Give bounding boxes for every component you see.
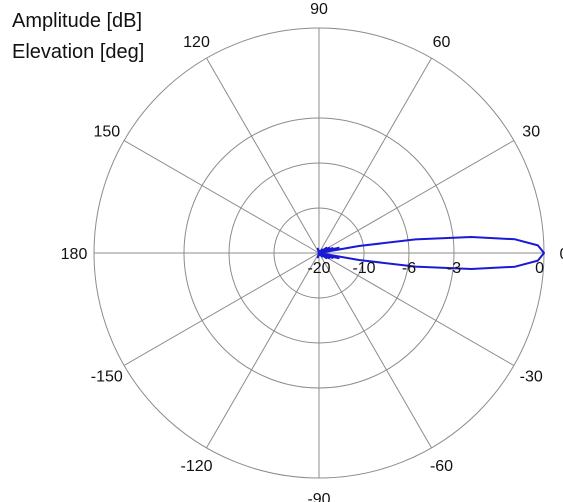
angle-tick-label-8: -120 [180,458,212,475]
angle-tick-label-6: 180 [61,246,88,263]
chart-title-line-2: Elevation [deg] [12,41,144,63]
spoke-8 [206,252,320,449]
chart-title-line-1: Amplitude [dB] [12,10,142,32]
radial-tick-label-4: 0 [535,260,544,277]
spoke-2 [318,57,432,254]
spoke-7 [123,252,320,366]
angle-tick-label-5: 150 [93,124,120,141]
series-line-0 [316,236,545,270]
angle-tick-label-3: 90 [310,1,328,18]
radial-tick-label-3: -3 [447,260,461,277]
angle-tick-label-11: -30 [520,369,543,386]
angle-tick-label-1: 30 [522,124,540,141]
angle-tick-label-0: 0 [560,246,563,263]
radial-tick-labels: -20 -10 -6 -3 0 [307,260,544,277]
angle-tick-label-2: 60 [433,34,451,51]
angle-tick-label-4: 120 [183,34,210,51]
radial-tick-label-2: -6 [402,260,416,277]
spoke-1 [318,140,515,254]
radial-tick-label-0: -20 [307,260,330,277]
spoke-10 [318,252,432,449]
angle-tick-labels: 0306090120150180-150-120-90-60-30 [61,1,563,502]
series-layer [316,236,545,270]
radial-tick-label-1: -10 [352,260,375,277]
angle-tick-label-7: -150 [91,369,123,386]
spoke-5 [123,140,320,254]
spoke-4 [206,57,320,254]
angle-tick-label-9: -90 [307,491,330,502]
angle-tick-label-10: -60 [430,458,453,475]
spoke-11 [318,252,515,366]
angle-spokes [94,28,544,478]
